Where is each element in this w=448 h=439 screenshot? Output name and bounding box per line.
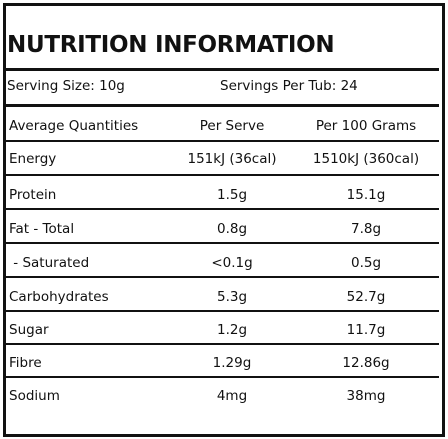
row-per-serve: <0.1g — [211, 255, 253, 271]
row-per-serve: 1.2g — [216, 322, 248, 338]
table-header-row: Average Quantities Per Serve Per 100 Gra… — [0, 114, 448, 138]
row-divider — [3, 310, 439, 312]
panel-title: NUTRITION INFORMATION — [7, 32, 335, 58]
row-label: Sodium — [9, 388, 60, 404]
row-divider — [3, 208, 439, 210]
table-row-saturated: - Saturated <0.1g 0.5g — [0, 251, 448, 275]
row-label: Protein — [9, 187, 57, 203]
row-label: Fat - Total — [9, 221, 75, 237]
row-per-100: 11.7g — [346, 322, 386, 338]
table-row-protein: Protein 1.5g 15.1g — [0, 183, 448, 207]
table-row-fat-total: Fat - Total 0.8g 7.8g — [0, 217, 448, 241]
row-divider — [3, 343, 439, 345]
row-per-serve: 0.8g — [216, 221, 248, 237]
table-row-sodium: Sodium 4mg 38mg — [0, 384, 448, 408]
header-average-quantities: Average Quantities — [9, 118, 139, 134]
row-per-serve: 1.5g — [216, 187, 248, 203]
row-label: Fibre — [9, 355, 42, 371]
row-per-100: 0.5g — [350, 255, 382, 271]
row-per-serve: 1.29g — [212, 355, 252, 371]
row-per-serve: 151kJ (36cal) — [187, 151, 277, 167]
table-row-carbohydrates: Carbohydrates 5.3g 52.7g — [0, 285, 448, 309]
row-divider — [3, 376, 439, 378]
row-divider — [3, 174, 439, 176]
row-per-serve: 4mg — [216, 388, 248, 404]
row-label: Sugar — [9, 322, 49, 338]
row-per-serve: 5.3g — [216, 289, 248, 305]
nutrition-panel — [3, 3, 445, 437]
row-per-100: 12.86g — [342, 355, 390, 371]
table-row-fibre: Fibre 1.29g 12.86g — [0, 351, 448, 375]
header-per-serve: Per Serve — [199, 118, 265, 134]
row-divider — [3, 276, 439, 278]
row-per-100: 7.8g — [350, 221, 382, 237]
header-per-100-grams: Per 100 Grams — [315, 118, 417, 134]
row-per-100: 38mg — [346, 388, 386, 404]
row-label: Energy — [9, 151, 57, 167]
row-per-100: 15.1g — [346, 187, 386, 203]
header-divider — [3, 140, 439, 142]
serving-size: Serving Size: 10g — [7, 78, 125, 94]
row-divider — [3, 242, 439, 244]
servings-per-tub: Servings Per Tub: 24 — [220, 78, 358, 94]
row-per-100: 1510kJ (360cal) — [312, 151, 420, 167]
table-row-energy: Energy 151kJ (36cal) 1510kJ (360cal) — [0, 147, 448, 171]
row-label: - Saturated — [9, 255, 90, 271]
row-label: Carbohydrates — [9, 289, 109, 305]
table-row-sugar: Sugar 1.2g 11.7g — [0, 318, 448, 342]
title-divider — [3, 68, 439, 71]
row-per-100: 52.7g — [346, 289, 386, 305]
serving-divider — [3, 104, 439, 107]
